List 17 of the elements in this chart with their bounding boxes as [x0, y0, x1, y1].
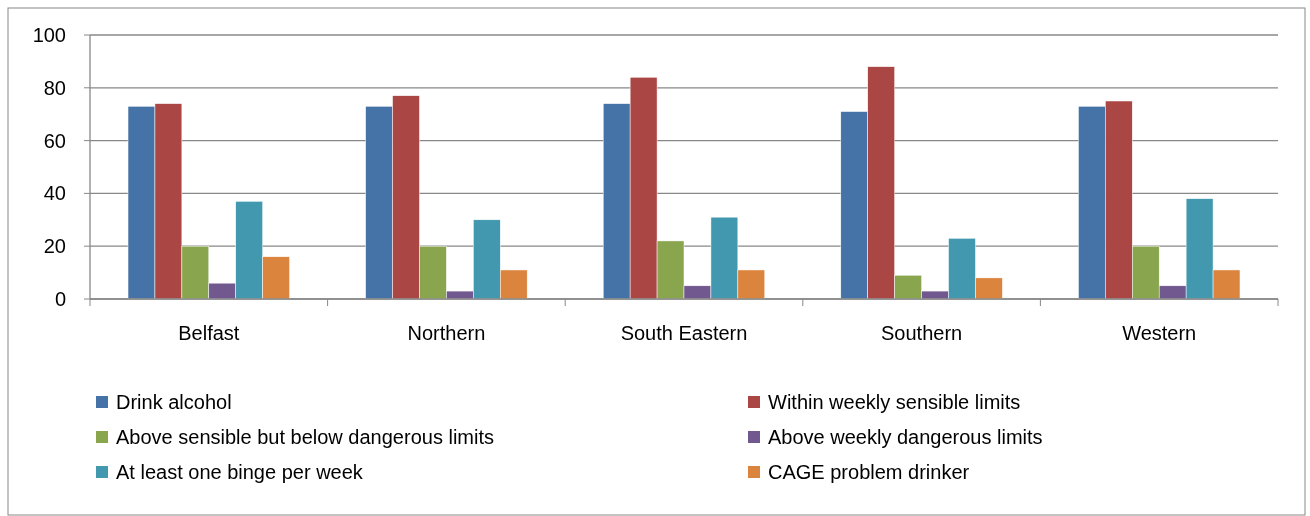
x-tick-label: South Eastern	[620, 322, 748, 344]
legend-label: At least one binge per week	[116, 461, 364, 483]
x-tick-label: Northern	[407, 322, 486, 344]
x-tick-label: Southern	[881, 322, 963, 344]
legend-label: Above weekly dangerous limits	[768, 426, 1043, 448]
legend-label: Within weekly sensible limits	[768, 391, 1021, 413]
y-tick-label: 20	[43, 235, 66, 258]
legend-label: Above sensible but below dangerous limits	[116, 426, 494, 448]
legend-label: Drink alcohol	[116, 391, 232, 413]
y-tick-label: 100	[32, 24, 66, 46]
x-tick-label: Western	[1122, 322, 1197, 344]
x-tick-label: Belfast	[178, 322, 240, 344]
legend-label: CAGE problem drinker	[768, 461, 970, 483]
y-tick-label: 60	[43, 129, 66, 152]
y-tick-label: 80	[43, 76, 66, 99]
y-tick-label: 40	[43, 182, 66, 205]
y-tick-label: 0	[54, 288, 66, 310]
